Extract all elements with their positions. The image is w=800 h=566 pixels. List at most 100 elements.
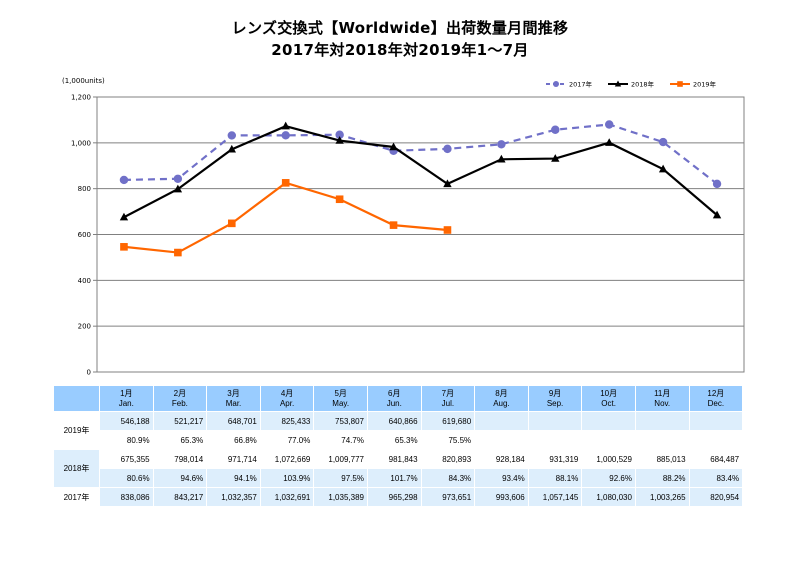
table-cell (474, 430, 529, 450)
y-axis-unit-label: (1,000units) (62, 77, 105, 85)
y-tick-label: 600 (78, 231, 91, 239)
data-point (281, 131, 290, 140)
month-header: 2月 Feb. (152, 385, 208, 412)
table-cell: 971,714 (206, 449, 261, 469)
table-cell: 97.5% (313, 468, 368, 488)
table-cell: 931,319 (527, 449, 583, 469)
table-row-2019-units: 2019年 546,188 521,217 648,701 825,433 753,80… (53, 411, 744, 450)
legend-label: 2019年 (693, 80, 717, 89)
row-label-2019: 2019年 (53, 411, 100, 450)
data-point (712, 210, 722, 219)
table-cell: 80.9% (99, 430, 154, 450)
table-row-2018-ratio: 80.6% 94.6% 94.1% 103.9% 97.5% 101.7% 84.3% 93.… (54, 468, 744, 488)
series-line-2018年 (123, 125, 718, 219)
table-cell: 66.8% (206, 430, 261, 450)
row-label-2017: 2017年 (53, 487, 100, 507)
month-en: Jul. (441, 398, 455, 408)
table-header-row: 1月 Jan. 2月 Feb. 3月 Mar. 4月 Apr. 5月 May. 6月 Jun. 7月 Ju… (53, 385, 744, 412)
table-cell (634, 430, 690, 450)
data-point (389, 142, 398, 151)
table-cell: 838,086 (99, 487, 154, 507)
data-point (173, 174, 183, 183)
table-cell: 1,000,529 (581, 449, 636, 469)
month-jp: 10月 (600, 388, 618, 398)
month-en: Mar. (225, 398, 242, 408)
table-cell: 993,606 (474, 487, 529, 507)
table-cell: 973,651 (420, 487, 476, 507)
table-cell: 1,080,030 (581, 487, 636, 507)
data-point (120, 243, 128, 251)
data-point (658, 164, 668, 173)
data-table: 1月 Jan. 2月 Feb. 3月 Mar. 4月 Apr. 5月 May. 6月 Jun. 7月 Ju… (53, 385, 744, 507)
month-jp: 1月 (120, 388, 133, 398)
table-cell: 648,701 (206, 411, 261, 431)
table-cell: 675,355 (99, 449, 154, 469)
month-jp: 8月 (495, 388, 508, 398)
month-header: 6月 Jun. (366, 385, 422, 412)
table-cell: 885,013 (634, 449, 690, 469)
table-cell (634, 411, 690, 431)
table-cell: 94.1% (206, 468, 261, 488)
table-cell: 1,032,357 (206, 487, 261, 507)
data-point (119, 212, 129, 221)
month-jp: 11月 (654, 388, 671, 398)
month-header: 10月 Oct. (581, 385, 636, 412)
data-point (335, 136, 344, 144)
y-tick-label: 1,000 (71, 139, 91, 147)
chart-subtitle: 2017年対2018年対2019年1～7月 (271, 41, 529, 59)
table-cell: 93.4% (474, 468, 529, 488)
data-point (712, 179, 722, 189)
table-cell: 84.3% (420, 468, 476, 488)
month-en: Nov. (654, 398, 671, 408)
table-cell: 928,184 (474, 449, 529, 469)
table-cell: 981,843 (366, 449, 422, 469)
row-label-2018: 2018年 (53, 449, 100, 488)
table-cell (581, 430, 636, 450)
y-tick-label: 800 (78, 185, 91, 193)
month-jp: 5月 (334, 388, 347, 398)
month-header: 1月 Jan. (99, 385, 154, 412)
table-row-2019-ratio: 80.9% 65.3% 66.8% 77.0% 74.7% 65.3% 75.5% (54, 430, 744, 450)
table-cell: 1,072,669 (259, 449, 315, 469)
table-cell: 521,217 (152, 411, 208, 431)
month-jp: 4月 (280, 388, 294, 398)
month-en: Jan. (118, 398, 134, 408)
table-cell: 92.6% (581, 468, 636, 488)
data-point (605, 138, 614, 146)
series-line-2017年 (123, 123, 718, 185)
y-tick-label: 1,200 (71, 94, 91, 102)
table-cell: 65.3% (366, 430, 422, 450)
data-point (551, 154, 560, 162)
table-cell: 753,807 (313, 411, 368, 431)
y-tick-label: 0 (87, 369, 91, 377)
data-point (227, 131, 236, 140)
data-point (443, 179, 452, 188)
table-cell: 88.1% (527, 468, 583, 488)
table-cell (688, 411, 744, 431)
month-jp: 2月 (173, 388, 187, 398)
data-point (335, 195, 344, 204)
table-cell: 1,003,265 (634, 487, 690, 507)
month-header: 3月 Mar. (206, 385, 261, 412)
table-cell: 94.6% (152, 468, 208, 488)
month-en: Apr. (279, 398, 295, 408)
month-en: Feb. (171, 398, 188, 408)
table-cell: 798,014 (152, 449, 208, 469)
table-row-2018-units: 2018年 675,355 798,014 971,714 1,072,669 1,00… (53, 449, 744, 488)
table-cell: 820,893 (420, 449, 476, 469)
line-chart: (1,000units) 0 200 400 600 800 1,000 1,200 201… (62, 77, 745, 377)
data-point (389, 221, 398, 229)
month-jp: 6月 (388, 388, 401, 398)
data-point (335, 130, 344, 139)
data-point (551, 125, 560, 134)
table-cell (527, 411, 583, 431)
data-point (281, 121, 290, 130)
month-en: May. (332, 398, 350, 408)
table-cell: 843,217 (152, 487, 208, 507)
y-tick-label: 400 (78, 277, 91, 285)
table-cell (527, 430, 583, 450)
month-jp: 9月 (548, 388, 562, 398)
month-jp: 12月 (707, 388, 725, 398)
table-cell: 1,032,691 (259, 487, 315, 507)
month-header: 7月 Jul. (420, 385, 476, 412)
